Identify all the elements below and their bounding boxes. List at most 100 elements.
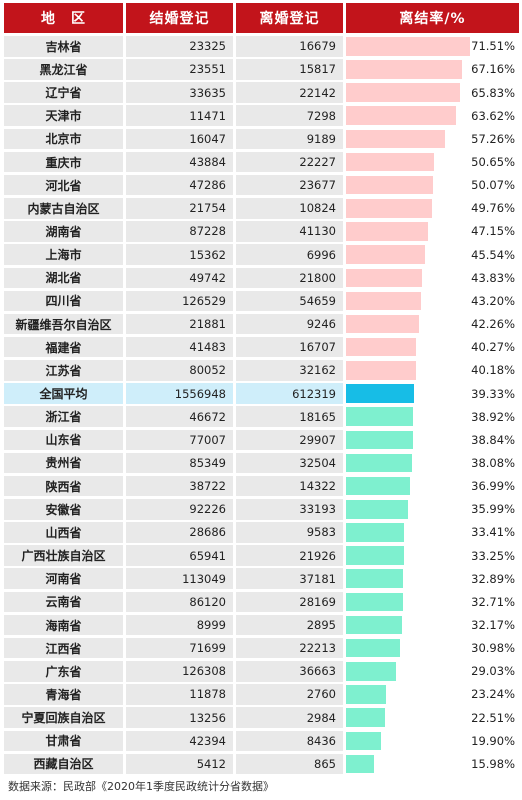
region-cell: 宁夏回族自治区 (4, 707, 123, 728)
rate-bar (346, 83, 461, 102)
rate-label: 43.83% (471, 270, 515, 285)
rate-label: 47.15% (471, 224, 515, 239)
divorce-cell: 32504 (236, 452, 343, 474)
region-cell: 海南省 (4, 614, 123, 636)
region-cell: 全国平均 (4, 383, 123, 404)
marriage-cell: 49742 (126, 267, 233, 288)
marriage-cell: 126308 (126, 661, 233, 682)
rate-bar (346, 37, 470, 56)
marriage-cell: 38722 (126, 475, 233, 497)
rate-bar (346, 245, 425, 264)
header-rate: 离结率/% (346, 3, 519, 33)
rate-bar (346, 407, 414, 426)
table-row: 云南省 86120 28169 32.71% (4, 591, 519, 613)
rate-cell: 42.26% (346, 313, 519, 335)
marriage-cell: 86120 (126, 591, 233, 613)
rate-bar (346, 662, 397, 681)
divorce-cell: 29907 (236, 429, 343, 451)
rate-bar (346, 60, 463, 79)
table-row: 江苏省 80052 32162 40.18% (4, 360, 519, 381)
marriage-cell: 92226 (126, 499, 233, 520)
region-cell: 上海市 (4, 244, 123, 265)
table-row: 广西壮族自治区 65941 21926 33.25% (4, 545, 519, 566)
marriage-cell: 41483 (126, 336, 233, 358)
table-row: 吉林省 23325 16679 71.51% (4, 36, 519, 57)
divorce-cell: 2895 (236, 614, 343, 636)
divorce-cell: 32162 (236, 360, 343, 381)
table-row: 山东省 77007 29907 38.84% (4, 429, 519, 451)
rate-bar (346, 268, 422, 287)
rate-cell: 32.17% (346, 614, 519, 636)
divorce-cell: 2760 (236, 684, 343, 705)
region-cell: 河北省 (4, 174, 123, 196)
rate-label: 45.54% (471, 247, 515, 262)
rate-bar (346, 731, 381, 750)
divorce-cell: 22142 (236, 82, 343, 103)
rate-bar (346, 638, 400, 658)
region-cell: 广西壮族自治区 (4, 545, 123, 566)
marriage-cell: 42394 (126, 730, 233, 751)
table-row: 河北省 47286 23677 50.07% (4, 174, 519, 196)
rate-label: 40.18% (471, 363, 515, 378)
rate-bar (346, 175, 433, 195)
marriage-cell: 77007 (126, 429, 233, 451)
region-cell: 江西省 (4, 637, 123, 659)
rate-cell: 43.20% (346, 290, 519, 312)
rate-bar (346, 222, 428, 241)
rate-cell: 38.08% (346, 452, 519, 474)
divorce-cell: 7298 (236, 105, 343, 126)
region-cell: 甘肃省 (4, 730, 123, 751)
divorce-cell: 23677 (236, 174, 343, 196)
rate-label: 33.41% (471, 525, 515, 540)
rate-cell: 36.99% (346, 475, 519, 497)
rate-bar (346, 430, 414, 450)
rate-cell: 67.16% (346, 59, 519, 80)
rate-label: 22.51% (471, 710, 515, 725)
table-row: 内蒙古自治区 21754 10824 49.76% (4, 198, 519, 219)
divorce-cell: 18165 (236, 406, 343, 427)
divorce-cell: 9189 (236, 128, 343, 150)
region-cell: 湖南省 (4, 221, 123, 242)
rate-label: 36.99% (471, 479, 515, 494)
table-row: 西藏自治区 5412 865 15.98% (4, 753, 519, 775)
rate-bar (346, 291, 421, 311)
rate-bar (346, 337, 416, 357)
rate-cell: 65.83% (346, 82, 519, 103)
marriage-cell: 46672 (126, 406, 233, 427)
table-row: 新疆维吾尔自治区 21881 9246 42.26% (4, 313, 519, 335)
divorce-cell: 9583 (236, 522, 343, 543)
region-cell: 内蒙古自治区 (4, 198, 123, 219)
rate-cell: 23.24% (346, 684, 519, 705)
source-note: 数据来源：民政部《2020年1季度民政统计分省数据》 (8, 780, 274, 793)
divorce-cell: 10824 (236, 198, 343, 219)
divorce-cell: 36663 (236, 661, 343, 682)
rate-cell: 50.07% (346, 174, 519, 196)
region-cell: 山西省 (4, 522, 123, 543)
table-row: 湖北省 49742 21800 43.83% (4, 267, 519, 288)
marriage-cell: 80052 (126, 360, 233, 381)
rate-label: 42.26% (471, 317, 515, 332)
rate-label: 32.17% (471, 618, 515, 632)
table-row: 安徽省 92226 33193 35.99% (4, 499, 519, 520)
marriage-cell: 15362 (126, 244, 233, 265)
marriage-cell: 1556948 (126, 383, 233, 404)
rate-bar (346, 615, 402, 635)
rate-bar (346, 754, 374, 774)
rate-cell: 32.89% (346, 568, 519, 589)
divorce-cell: 22213 (236, 637, 343, 659)
rate-label: 38.84% (471, 432, 515, 447)
rate-label: 32.89% (471, 571, 515, 586)
table-row: 湖南省 87228 41130 47.15% (4, 221, 519, 242)
rate-cell: 19.90% (346, 730, 519, 751)
divorce-cell: 21926 (236, 545, 343, 566)
rate-bar (346, 523, 404, 542)
rate-label: 30.98% (471, 641, 515, 656)
region-cell: 贵州省 (4, 452, 123, 474)
region-cell: 新疆维吾尔自治区 (4, 313, 123, 335)
region-cell: 浙江省 (4, 406, 123, 427)
table-row: 广东省 126308 36663 29.03% (4, 661, 519, 682)
divorce-cell: 21800 (236, 267, 343, 288)
region-cell: 辽宁省 (4, 82, 123, 103)
marriage-cell: 16047 (126, 128, 233, 150)
marriage-cell: 5412 (126, 753, 233, 775)
